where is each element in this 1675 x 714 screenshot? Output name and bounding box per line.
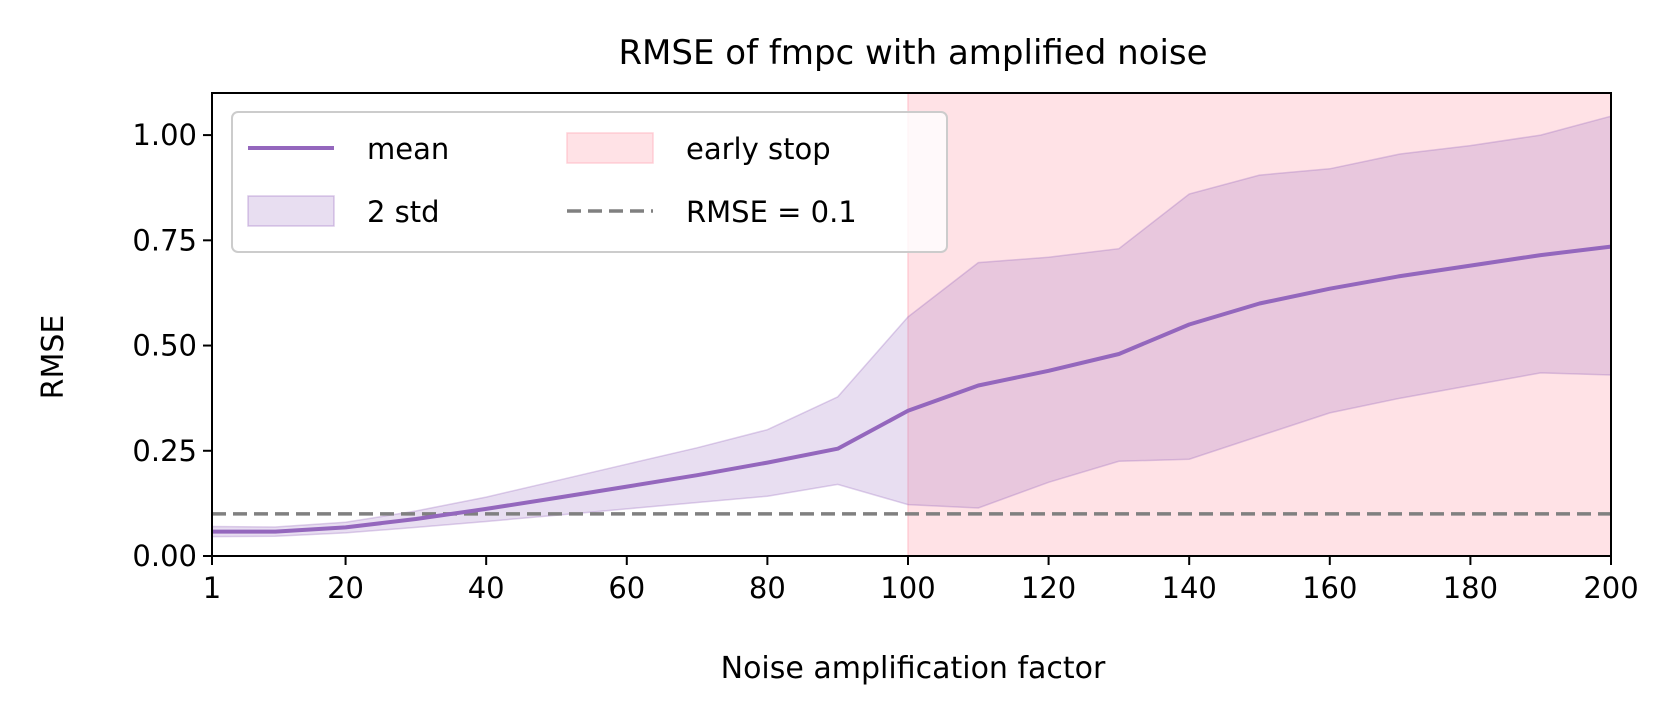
x-tick-label: 80 [749, 571, 786, 605]
axes: 1 20 40 60 80 100 120 140 160 180 2000.000.250.500… [132, 92, 1639, 605]
legend-early-stop-label: early stop [686, 132, 831, 166]
chart-title: RMSE of fmpc with amplified noise [618, 33, 1207, 73]
y-tick-label: 1.00 [132, 118, 197, 152]
legend-box [231, 111, 948, 253]
plot-area [211, 92, 1612, 557]
y-axis-label: RMSE [36, 315, 71, 400]
x-tick-label: 1 [203, 571, 221, 605]
legend-mean-label: mean [367, 132, 449, 166]
x-axis-label: Noise amplification factor [721, 651, 1106, 686]
legend-early-stop-swatch [566, 132, 654, 164]
x-tick-label: 140 [1162, 571, 1217, 605]
x-tick-label: 20 [327, 571, 364, 605]
legend-std-label: 2 std [367, 195, 440, 229]
x-tick-label: 200 [1583, 571, 1638, 605]
y-tick-label: 0.25 [132, 434, 197, 468]
x-tick-label: 180 [1443, 571, 1498, 605]
x-tick-label: 120 [1021, 571, 1076, 605]
plot-frame [211, 92, 1612, 557]
legend-threshold-label: RMSE = 0.1 [686, 195, 857, 229]
y-tick-label: 0.00 [132, 539, 197, 573]
x-tick-label: 100 [880, 571, 935, 605]
legend: mean 2 std early stop RMSE = 0.1 [231, 111, 948, 253]
x-tick-label: 60 [608, 571, 645, 605]
legend-std-swatch [247, 195, 335, 227]
x-tick-label: 160 [1302, 571, 1357, 605]
early-stop-span [907, 92, 1612, 557]
y-tick-label: 0.75 [132, 223, 197, 257]
mean-line [212, 244, 1612, 534]
y-tick-label: 0.50 [132, 329, 197, 363]
x-tick-label: 40 [468, 571, 505, 605]
